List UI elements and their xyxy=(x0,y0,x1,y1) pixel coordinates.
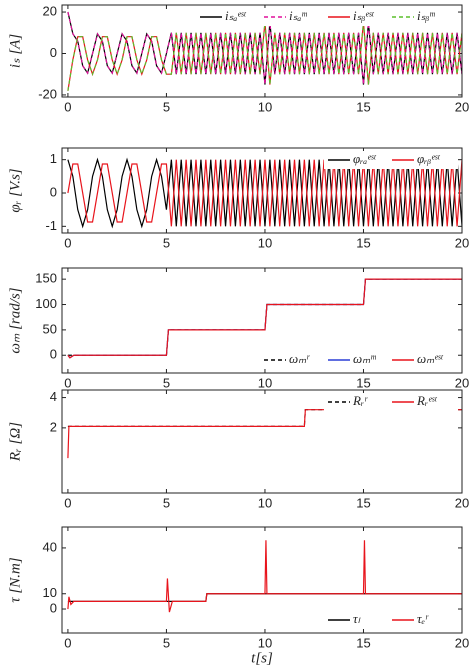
y-tick-label: 4 xyxy=(50,389,57,404)
x-tick-label: 20 xyxy=(455,375,469,390)
legend: ωₘʳ ωₘᵐ ωₘᵉˢᵗ xyxy=(260,351,458,369)
series-line xyxy=(67,11,462,85)
legend-label: φᵣᵦᵉˢᵗ xyxy=(417,151,440,166)
x-tick-label: 5 xyxy=(163,99,170,114)
legend: φᵣₐᵉˢᵗ φᵣᵦᵉˢᵗ xyxy=(324,151,458,169)
legend-label: iₛₐᵉˢᵗ xyxy=(225,8,246,23)
legend-label: φᵣₐᵉˢᵗ xyxy=(353,151,376,166)
series-line xyxy=(67,278,462,359)
y-tick-label: 100 xyxy=(35,296,57,311)
x-tick-label: 10 xyxy=(258,635,272,650)
legend-label: τₑʳ xyxy=(417,611,429,626)
legend: iₛₐᵉˢᵗ iₛₐᵐ iₛᵦᵉˢᵗ iₛᵦᵐ xyxy=(196,8,458,26)
legend-label: iₛₐᵐ xyxy=(289,8,307,23)
axes-box xyxy=(61,4,463,98)
legend-box xyxy=(324,151,458,169)
x-tick-label: 10 xyxy=(258,495,272,510)
legend-box xyxy=(324,611,458,629)
x-tick-label: 0 xyxy=(64,99,71,114)
x-tick-label: 20 xyxy=(455,235,469,250)
x-tick-label: 0 xyxy=(64,495,71,510)
y-tick-label: 20 xyxy=(43,3,57,18)
x-tick-label: 0 xyxy=(64,635,71,650)
legend-label: iₛᵦᵉˢᵗ xyxy=(353,8,374,23)
y-tick-label: 0 xyxy=(50,184,57,199)
y-axis-label: τ [N.m] xyxy=(7,557,23,603)
legend-label: Rᵣʳ xyxy=(352,393,368,408)
legend: τₗ τₑʳ xyxy=(324,611,458,629)
series-line xyxy=(67,157,462,229)
legend: Rᵣʳ Rᵣᵉˢᵗ xyxy=(324,393,458,411)
x-tick-label: 20 xyxy=(455,495,469,510)
series-line xyxy=(67,22,462,91)
x-tick-label: 15 xyxy=(356,235,370,250)
y-axis-label: Rᵣ [Ω] xyxy=(7,422,23,462)
x-tick-label: 0 xyxy=(64,235,71,250)
x-tick-label: 20 xyxy=(455,99,469,114)
y-tick-label: 2 xyxy=(50,419,57,434)
y-tick-label: -1 xyxy=(45,218,57,233)
y-axis-label: ωₘ [rad/s] xyxy=(7,287,23,353)
y-tick-label: 40 xyxy=(43,539,57,554)
x-tick-label: 5 xyxy=(163,495,170,510)
x-axis-label: t[s] xyxy=(251,650,273,666)
series-line xyxy=(67,540,462,613)
y-tick-label: 0 xyxy=(50,347,57,362)
x-tick-label: 5 xyxy=(163,635,170,650)
y-tick-label: -20 xyxy=(38,86,57,101)
legend-box xyxy=(196,8,458,26)
x-tick-label: 15 xyxy=(356,375,370,390)
axes-box xyxy=(61,267,463,374)
axes-box xyxy=(61,389,463,494)
axes-box xyxy=(61,147,463,234)
legend-label: Rᵣᵉˢᵗ xyxy=(416,393,437,408)
y-tick-label: 50 xyxy=(43,321,57,336)
x-tick-label: 5 xyxy=(163,375,170,390)
x-tick-label: 15 xyxy=(356,495,370,510)
y-tick-label: 1 xyxy=(50,151,57,166)
x-tick-label: 0 xyxy=(64,375,71,390)
x-tick-label: 10 xyxy=(258,99,272,114)
y-axis-label: iₛ [A] xyxy=(7,34,23,69)
x-tick-label: 20 xyxy=(455,635,469,650)
legend-label: ωₘʳ xyxy=(289,351,310,366)
legend-box xyxy=(324,393,458,411)
axes-box xyxy=(61,526,463,634)
legend-label: ωₘᵐ xyxy=(353,351,376,366)
x-tick-label: 10 xyxy=(258,375,272,390)
x-tick-label: 10 xyxy=(258,235,272,250)
legend-label: ωₘᵉˢᵗ xyxy=(417,351,443,366)
series-line xyxy=(67,159,462,227)
x-tick-label: 15 xyxy=(356,635,370,650)
legend-box xyxy=(260,351,458,369)
y-tick-label: 0 xyxy=(50,45,57,60)
legend-label: iₛᵦᵐ xyxy=(417,8,435,23)
x-tick-label: 15 xyxy=(356,99,370,114)
y-tick-label: 150 xyxy=(35,271,57,286)
y-tick-label: 0 xyxy=(50,600,57,615)
x-tick-label: 5 xyxy=(163,235,170,250)
legend-label: τₗ xyxy=(353,611,361,626)
y-axis-label: φᵣ [V.s] xyxy=(7,168,23,212)
series-line xyxy=(67,278,462,356)
y-tick-label: 10 xyxy=(43,585,57,600)
